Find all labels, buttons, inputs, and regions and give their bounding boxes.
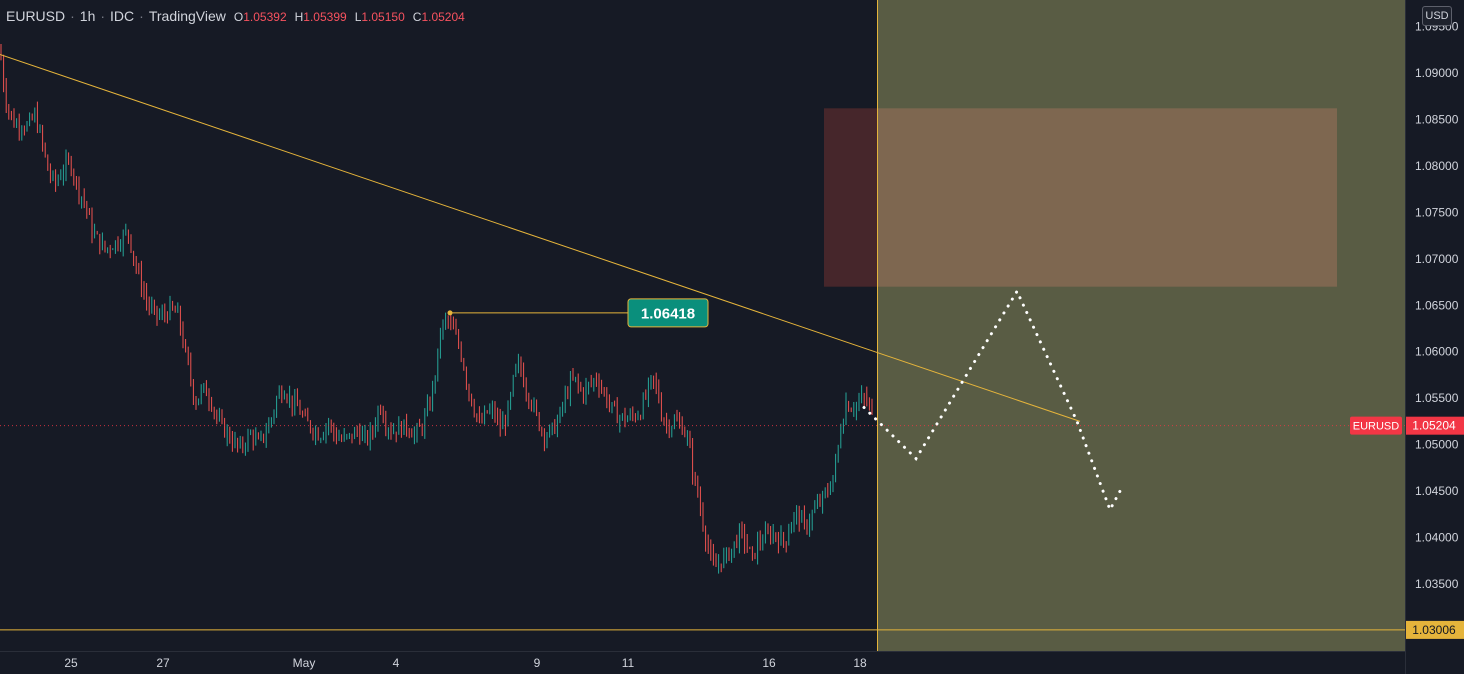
price-tick-label: 1.06000 [1415,345,1459,359]
price-tick-label: 1.08000 [1415,159,1459,173]
open-key: O [233,10,244,24]
trendline[interactable] [0,53,1081,422]
last-price-box [1406,416,1464,435]
time-tick-label: 16 [762,656,776,670]
support-price-box [1406,620,1464,639]
high-price-label: 1.06418 [641,305,695,322]
time-tick-label: 27 [156,656,170,670]
projection-path[interactable] [862,288,1122,514]
ohlc-legend: EURUSD · 1h · IDC · TradingView O 1.05392… [6,8,465,24]
price-tick-label: 1.08500 [1415,112,1459,126]
price-tick-label: 1.05000 [1415,438,1459,452]
close-key: C [412,10,422,24]
time-tick-label: May [293,656,316,670]
price-tick-label: 1.06500 [1415,298,1459,312]
high-marker-dot [447,310,453,316]
time-tick-label: 18 [853,656,867,670]
time-tick-label: 9 [534,656,541,670]
high-price-label-box[interactable] [627,298,709,328]
separator-dot: · [139,8,144,24]
supply-zone-left [824,108,877,287]
platform-label: TradingView [148,8,226,24]
low-value: 1.05150 [361,10,405,24]
price-tick-label: 1.03500 [1415,577,1459,591]
high-value: 1.05399 [303,10,347,24]
open-value: 1.05392 [243,10,287,24]
projection-zone [877,0,1405,651]
currency-badge[interactable]: USD [1422,6,1452,26]
price-tick-label: 1.09000 [1415,66,1459,80]
price-axis[interactable] [1405,0,1464,674]
time-tick-label: 4 [393,656,400,670]
price-tick-label: 1.05500 [1415,391,1459,405]
low-key: L [354,10,362,24]
supply-zone [877,108,1337,287]
price-tick-label: 1.07000 [1415,252,1459,266]
separator-dot: · [70,8,75,24]
high-key: H [294,10,304,24]
source-label: IDC [110,8,135,24]
close-value: 1.05204 [421,10,465,24]
symbol-label[interactable]: EURUSD [6,8,66,24]
separator-dot: · [100,8,106,24]
time-tick-label: 25 [64,656,78,670]
symbol-tag: EURUSD [1353,421,1400,433]
price-tick-label: 1.07500 [1415,205,1459,219]
price-tick-label: 1.04500 [1415,484,1459,498]
symbol-tag-box [1350,416,1402,435]
last-price-label: 1.05204 [1412,419,1456,433]
time-axis[interactable] [0,651,1405,674]
support-price-label: 1.03006 [1412,623,1456,637]
interval-label[interactable]: 1h [79,8,96,24]
price-tick-label: 1.04000 [1415,531,1459,545]
time-tick-label: 11 [622,656,635,670]
